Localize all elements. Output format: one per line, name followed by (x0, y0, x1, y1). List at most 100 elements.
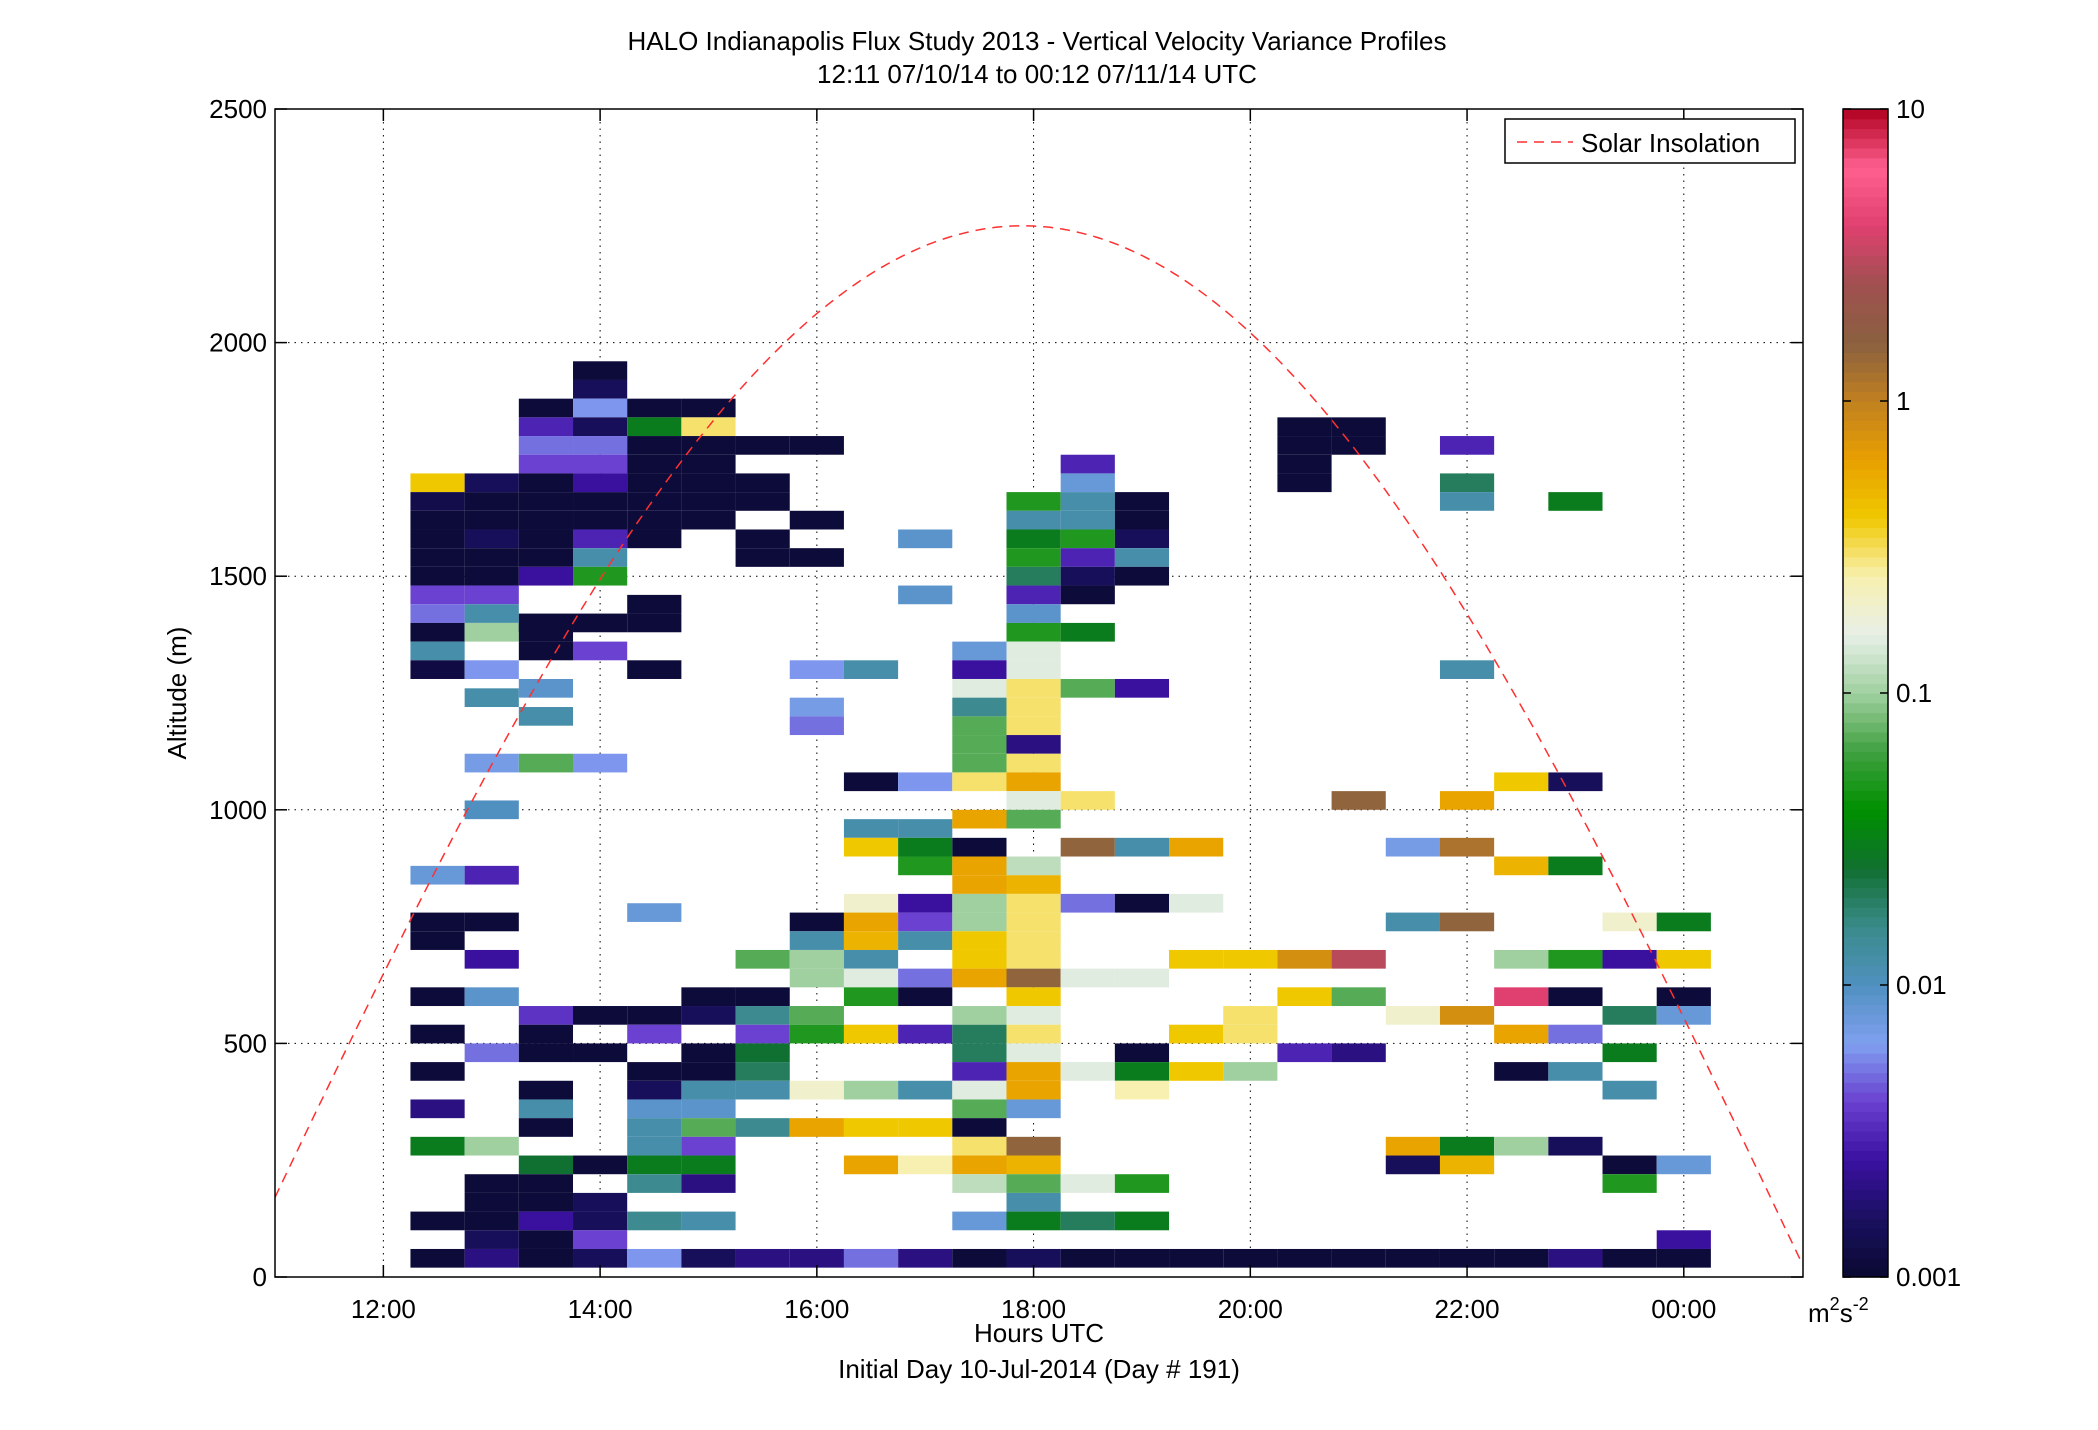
heatmap-cell (843, 1080, 899, 1100)
colorbar-segment (1843, 839, 1888, 850)
x-tick-label: 12:00 (351, 1294, 416, 1324)
heatmap-cell (410, 548, 465, 567)
heatmap-cell (1114, 678, 1170, 698)
colorbar-segment (1843, 936, 1888, 947)
heatmap-cell (952, 716, 1007, 736)
heatmap-cell (952, 753, 1007, 773)
heatmap-cell (789, 912, 844, 932)
heatmap-cell (627, 454, 682, 474)
heatmap-cell (518, 1043, 574, 1063)
heatmap-cell (843, 1024, 899, 1044)
colorbar-segment (1843, 196, 1888, 207)
colorbar-segment (1843, 1257, 1888, 1268)
heatmap-cell (1060, 585, 1115, 605)
heatmap-cell (952, 949, 1007, 969)
heatmap-cell (789, 1080, 844, 1100)
heatmap-cell (410, 566, 465, 586)
heatmap-cell (735, 436, 790, 455)
heatmap-cell (898, 819, 953, 838)
heatmap-cell (627, 1118, 682, 1137)
heatmap-cell (789, 931, 844, 950)
heatmap-cell (464, 688, 519, 708)
heatmap-cell (1169, 1248, 1224, 1268)
heatmap-cell (952, 931, 1007, 950)
heatmap-cell (1494, 1248, 1549, 1268)
colorbar-segment (1843, 1179, 1888, 1190)
heatmap-cell (573, 613, 628, 633)
colorbar-segment (1843, 975, 1888, 986)
heatmap-cell (1439, 492, 1495, 511)
heatmap-cell (1548, 1062, 1603, 1081)
heatmap-cell (410, 931, 465, 950)
colorbar-segment (1843, 800, 1888, 811)
colorbar-segment (1843, 313, 1888, 324)
colorbar-segment (1843, 858, 1888, 869)
heatmap-cell (1006, 1211, 1061, 1231)
heatmap-cell (1006, 1155, 1061, 1175)
heatmap-cell (843, 772, 899, 792)
heatmap-cell (627, 1080, 682, 1100)
x-tick-label: 00:00 (1651, 1294, 1716, 1324)
heatmap-cell (518, 548, 574, 567)
heatmap-cell (1656, 987, 1711, 1007)
heatmap-cell (1331, 791, 1386, 810)
heatmap-cell (1439, 912, 1495, 932)
heatmap-cells (410, 361, 1711, 1268)
heatmap-cell (627, 1006, 682, 1025)
heatmap-cell (789, 968, 844, 988)
heatmap-cell (518, 1192, 574, 1212)
heatmap-cell (573, 361, 628, 380)
colorbar-segment (1843, 595, 1888, 606)
heatmap-cell (1006, 622, 1061, 642)
colorbar-segment (1843, 167, 1888, 178)
heatmap-cell (1331, 987, 1386, 1007)
heatmap-cell (1385, 912, 1440, 932)
heatmap-cell (518, 398, 574, 418)
colorbar-segment (1843, 1169, 1888, 1181)
heatmap-cell (573, 436, 628, 455)
heatmap-cell (789, 1118, 844, 1137)
heatmap-cell (1223, 1024, 1278, 1044)
heatmap-cell (627, 1211, 682, 1231)
heatmap-cell (898, 1118, 953, 1137)
heatmap-cell (1114, 837, 1170, 857)
heatmap-cell (627, 1136, 682, 1156)
colorbar-segment (1843, 1199, 1888, 1210)
heatmap-cell (1331, 417, 1386, 437)
y-tick-label: 1500 (209, 561, 267, 591)
heatmap-cell (789, 1006, 844, 1025)
colorbar-unit: m2s-2 (1808, 1294, 1869, 1328)
colorbar-segment (1843, 342, 1888, 353)
heatmap-cell (1277, 1043, 1332, 1063)
colorbar-segment (1843, 284, 1888, 295)
heatmap-cell (410, 622, 465, 642)
heatmap-cell (1439, 1155, 1495, 1175)
heatmap-cell (464, 1136, 519, 1156)
heatmap-cell (464, 987, 519, 1007)
heatmap-cell (410, 1024, 465, 1044)
heatmap-cell (464, 800, 519, 820)
heatmap-cell (464, 529, 519, 549)
heatmap-cell (735, 1043, 790, 1063)
heatmap-cell (1277, 436, 1332, 455)
heatmap-cell (1006, 641, 1061, 661)
heatmap-cell (518, 1230, 574, 1249)
heatmap-cell (952, 809, 1007, 829)
heatmap-cell (627, 660, 682, 679)
heatmap-cell (1006, 809, 1061, 829)
heatmap-cell (627, 1062, 682, 1081)
heatmap-cell (1006, 660, 1061, 679)
heatmap-cell (1602, 1006, 1657, 1025)
heatmap-cell (1494, 856, 1549, 876)
heatmap-cell (952, 697, 1007, 717)
colorbar-segment (1843, 663, 1888, 675)
heatmap-cell (681, 1043, 736, 1063)
heatmap-cell (1006, 893, 1061, 913)
heatmap-cell (843, 819, 899, 838)
colorbar-segment (1843, 517, 1888, 529)
heatmap-cell (1548, 1248, 1603, 1268)
colorbar-segment (1843, 410, 1888, 422)
heatmap-cell (1439, 436, 1495, 455)
colorbar-segment (1843, 1208, 1888, 1220)
